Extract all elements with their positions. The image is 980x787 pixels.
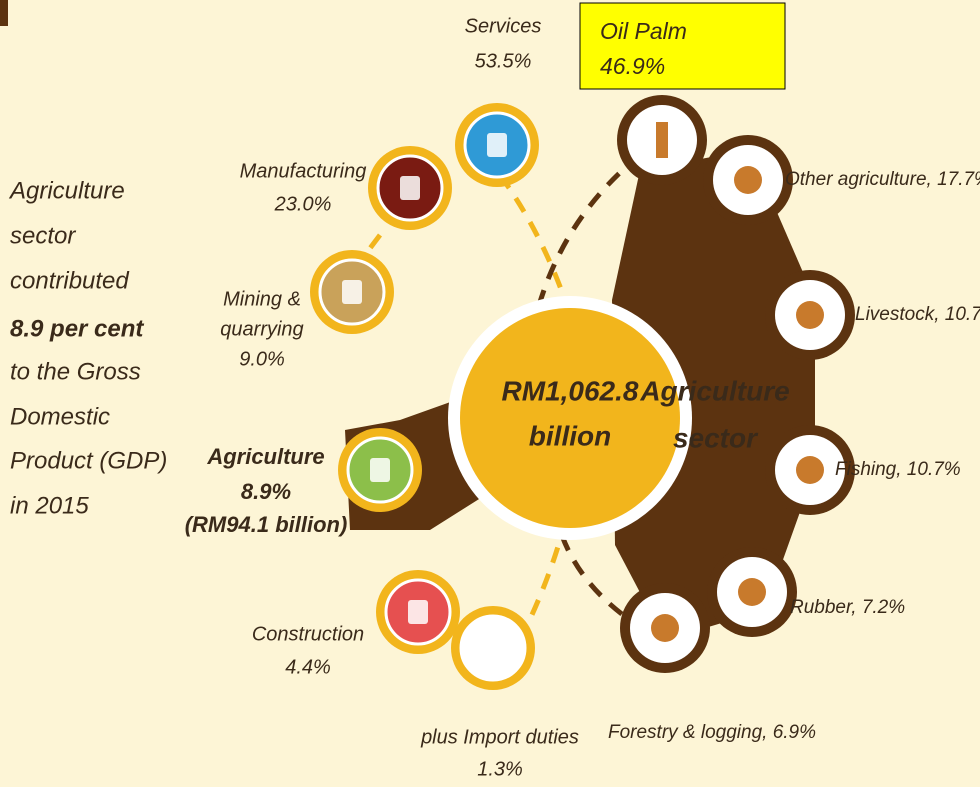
- sector-label: (RM94.1 billion): [185, 512, 348, 537]
- sector-label: Agriculture: [206, 444, 324, 469]
- sidebar-line: sector: [10, 222, 76, 249]
- dash-services: [497, 173, 568, 301]
- sidebar-line: contributed: [10, 267, 129, 294]
- callout-box: [579, 2, 786, 90]
- sector-label: 23.0%: [274, 193, 332, 215]
- sidebar-line: 8.9 per cent: [10, 315, 144, 342]
- sub-icon: [734, 166, 762, 194]
- sidebar-line: to the Gross: [10, 358, 141, 385]
- sub-icon: [738, 578, 766, 606]
- center-text: billion: [529, 420, 611, 451]
- subsector-label: Rubber, 7.2%: [790, 597, 905, 618]
- node-icon: [370, 458, 390, 482]
- agri-wedge: [612, 150, 815, 640]
- sector-label: Manufacturing: [240, 160, 367, 182]
- sector-label: plus Import duties: [420, 726, 579, 748]
- dash-mining: [363, 233, 382, 257]
- subsector-label: Fishing, 10.7%: [835, 459, 961, 480]
- center-disc: [460, 308, 680, 528]
- callout-text: Oil Palm: [600, 18, 687, 44]
- corner-mark: [0, 0, 8, 26]
- sidebar-line: Product (GDP): [10, 447, 167, 474]
- sector-title: sector: [673, 422, 759, 453]
- sidebar-line: Agriculture: [8, 177, 125, 204]
- node-icon: [487, 133, 507, 157]
- sidebar-line: Domestic: [10, 403, 110, 430]
- dash-oilpalm: [532, 153, 642, 321]
- sector-label: 4.4%: [285, 656, 331, 678]
- node-icon: [483, 636, 503, 660]
- sector-label: Services: [465, 15, 542, 37]
- sidebar-line: in 2015: [10, 492, 89, 519]
- sub-icon: [796, 301, 824, 329]
- dash-forestry: [557, 529, 647, 633]
- node-icon: [342, 280, 362, 304]
- subsector-label: Other agriculture, 17.7%: [785, 169, 980, 190]
- node-icon: [400, 176, 420, 200]
- sub-icon: [651, 614, 679, 642]
- sector-label: 8.9%: [241, 479, 291, 504]
- subsector-label: Livestock, 10.7%: [855, 304, 980, 325]
- sector-label: quarrying: [220, 318, 303, 340]
- sector-label: 9.0%: [239, 348, 285, 370]
- oilpalm-icon: [656, 122, 668, 158]
- sector-label: Construction: [252, 623, 364, 645]
- subsector-label: Forestry & logging, 6.9%: [608, 722, 816, 743]
- sub-icon: [796, 456, 824, 484]
- sector-label: Mining &: [223, 288, 301, 310]
- sector-label: 53.5%: [475, 50, 532, 72]
- center-text: RM1,062.8: [502, 375, 639, 406]
- sector-title: Agriculture: [639, 375, 789, 406]
- node-icon: [408, 600, 428, 624]
- sector-label: 1.3%: [477, 758, 523, 780]
- callout-text: 46.9%: [600, 53, 665, 79]
